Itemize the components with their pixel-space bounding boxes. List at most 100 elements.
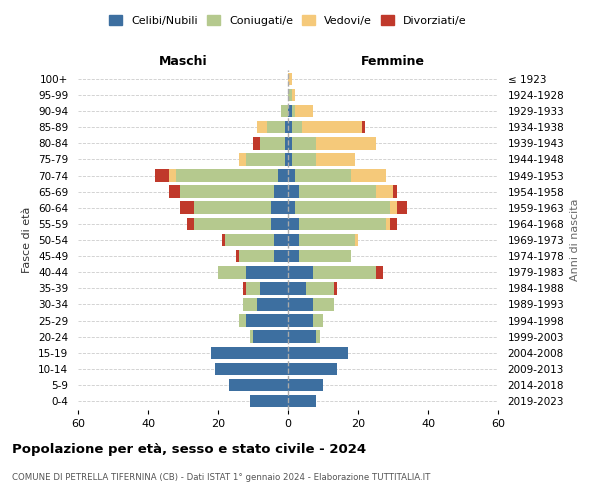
Bar — [288, 72, 292, 85]
Bar — [389, 218, 397, 230]
Bar — [246, 266, 288, 278]
Bar — [295, 202, 389, 214]
Bar — [218, 266, 246, 278]
Bar — [215, 362, 288, 375]
Bar — [299, 218, 386, 230]
Bar — [239, 153, 246, 166]
Bar — [229, 378, 288, 392]
Bar — [288, 378, 323, 392]
Bar — [361, 121, 365, 134]
Bar — [376, 186, 393, 198]
Bar — [257, 121, 267, 134]
Bar — [260, 137, 284, 149]
Bar — [288, 186, 299, 198]
Bar — [284, 121, 288, 134]
Bar — [288, 298, 313, 310]
Bar — [316, 153, 355, 166]
Bar — [288, 362, 337, 375]
Bar — [292, 153, 316, 166]
Bar — [274, 250, 288, 262]
Text: COMUNE DI PETRELLA TIFERNINA (CB) - Dati ISTAT 1° gennaio 2024 - Elaborazione TU: COMUNE DI PETRELLA TIFERNINA (CB) - Dati… — [12, 472, 430, 482]
Bar — [316, 330, 320, 343]
Bar — [313, 266, 376, 278]
Bar — [393, 186, 397, 198]
Bar — [288, 170, 295, 182]
Y-axis label: Anni di nascita: Anni di nascita — [570, 198, 580, 281]
Bar — [288, 218, 299, 230]
Bar — [253, 330, 288, 343]
Text: Popolazione per età, sesso e stato civile - 2024: Popolazione per età, sesso e stato civil… — [12, 442, 366, 456]
Bar — [176, 170, 277, 182]
Bar — [225, 234, 274, 246]
Bar — [242, 282, 246, 294]
Bar — [246, 153, 284, 166]
Bar — [288, 121, 292, 134]
Bar — [292, 137, 316, 149]
Bar — [221, 234, 225, 246]
Bar — [239, 314, 246, 327]
Bar — [305, 282, 334, 294]
Text: Maschi: Maschi — [158, 54, 208, 68]
Bar — [386, 218, 389, 230]
Bar — [397, 202, 407, 214]
Bar — [299, 250, 351, 262]
Bar — [253, 137, 260, 149]
Bar — [288, 88, 292, 102]
Bar — [179, 186, 274, 198]
Bar — [284, 153, 288, 166]
Bar — [316, 137, 376, 149]
Bar — [351, 170, 386, 182]
Bar — [250, 395, 288, 407]
Bar — [271, 218, 288, 230]
Bar — [239, 250, 274, 262]
Bar — [246, 314, 288, 327]
Bar — [179, 202, 193, 214]
Bar — [169, 186, 179, 198]
Bar — [334, 282, 337, 294]
Bar — [284, 137, 288, 149]
Bar — [292, 88, 295, 102]
Bar — [155, 170, 169, 182]
Bar — [288, 266, 313, 278]
Bar — [376, 266, 383, 278]
Bar — [295, 170, 351, 182]
Bar — [211, 346, 288, 359]
Bar — [288, 250, 299, 262]
Bar — [299, 186, 376, 198]
Text: Femmine: Femmine — [361, 54, 425, 68]
Bar — [277, 170, 288, 182]
Bar — [302, 121, 361, 134]
Bar — [271, 202, 288, 214]
Bar — [288, 234, 299, 246]
Bar — [250, 330, 253, 343]
Bar — [295, 105, 313, 118]
Bar — [389, 202, 397, 214]
Bar — [274, 186, 288, 198]
Bar — [313, 298, 334, 310]
Bar — [288, 346, 347, 359]
Bar — [257, 298, 288, 310]
Bar — [260, 282, 288, 294]
Y-axis label: Fasce di età: Fasce di età — [22, 207, 32, 273]
Bar — [246, 282, 260, 294]
Bar — [292, 105, 295, 118]
Bar — [288, 395, 316, 407]
Bar — [288, 202, 295, 214]
Bar — [187, 218, 193, 230]
Bar — [299, 234, 355, 246]
Bar — [288, 282, 305, 294]
Bar — [292, 121, 302, 134]
Bar — [193, 202, 271, 214]
Bar — [355, 234, 358, 246]
Bar — [274, 234, 288, 246]
Bar — [267, 121, 284, 134]
Bar — [242, 298, 257, 310]
Bar — [288, 153, 292, 166]
Bar — [313, 314, 323, 327]
Bar — [193, 218, 271, 230]
Bar — [288, 314, 313, 327]
Bar — [169, 170, 176, 182]
Bar — [288, 137, 292, 149]
Bar — [281, 105, 288, 118]
Bar — [288, 330, 316, 343]
